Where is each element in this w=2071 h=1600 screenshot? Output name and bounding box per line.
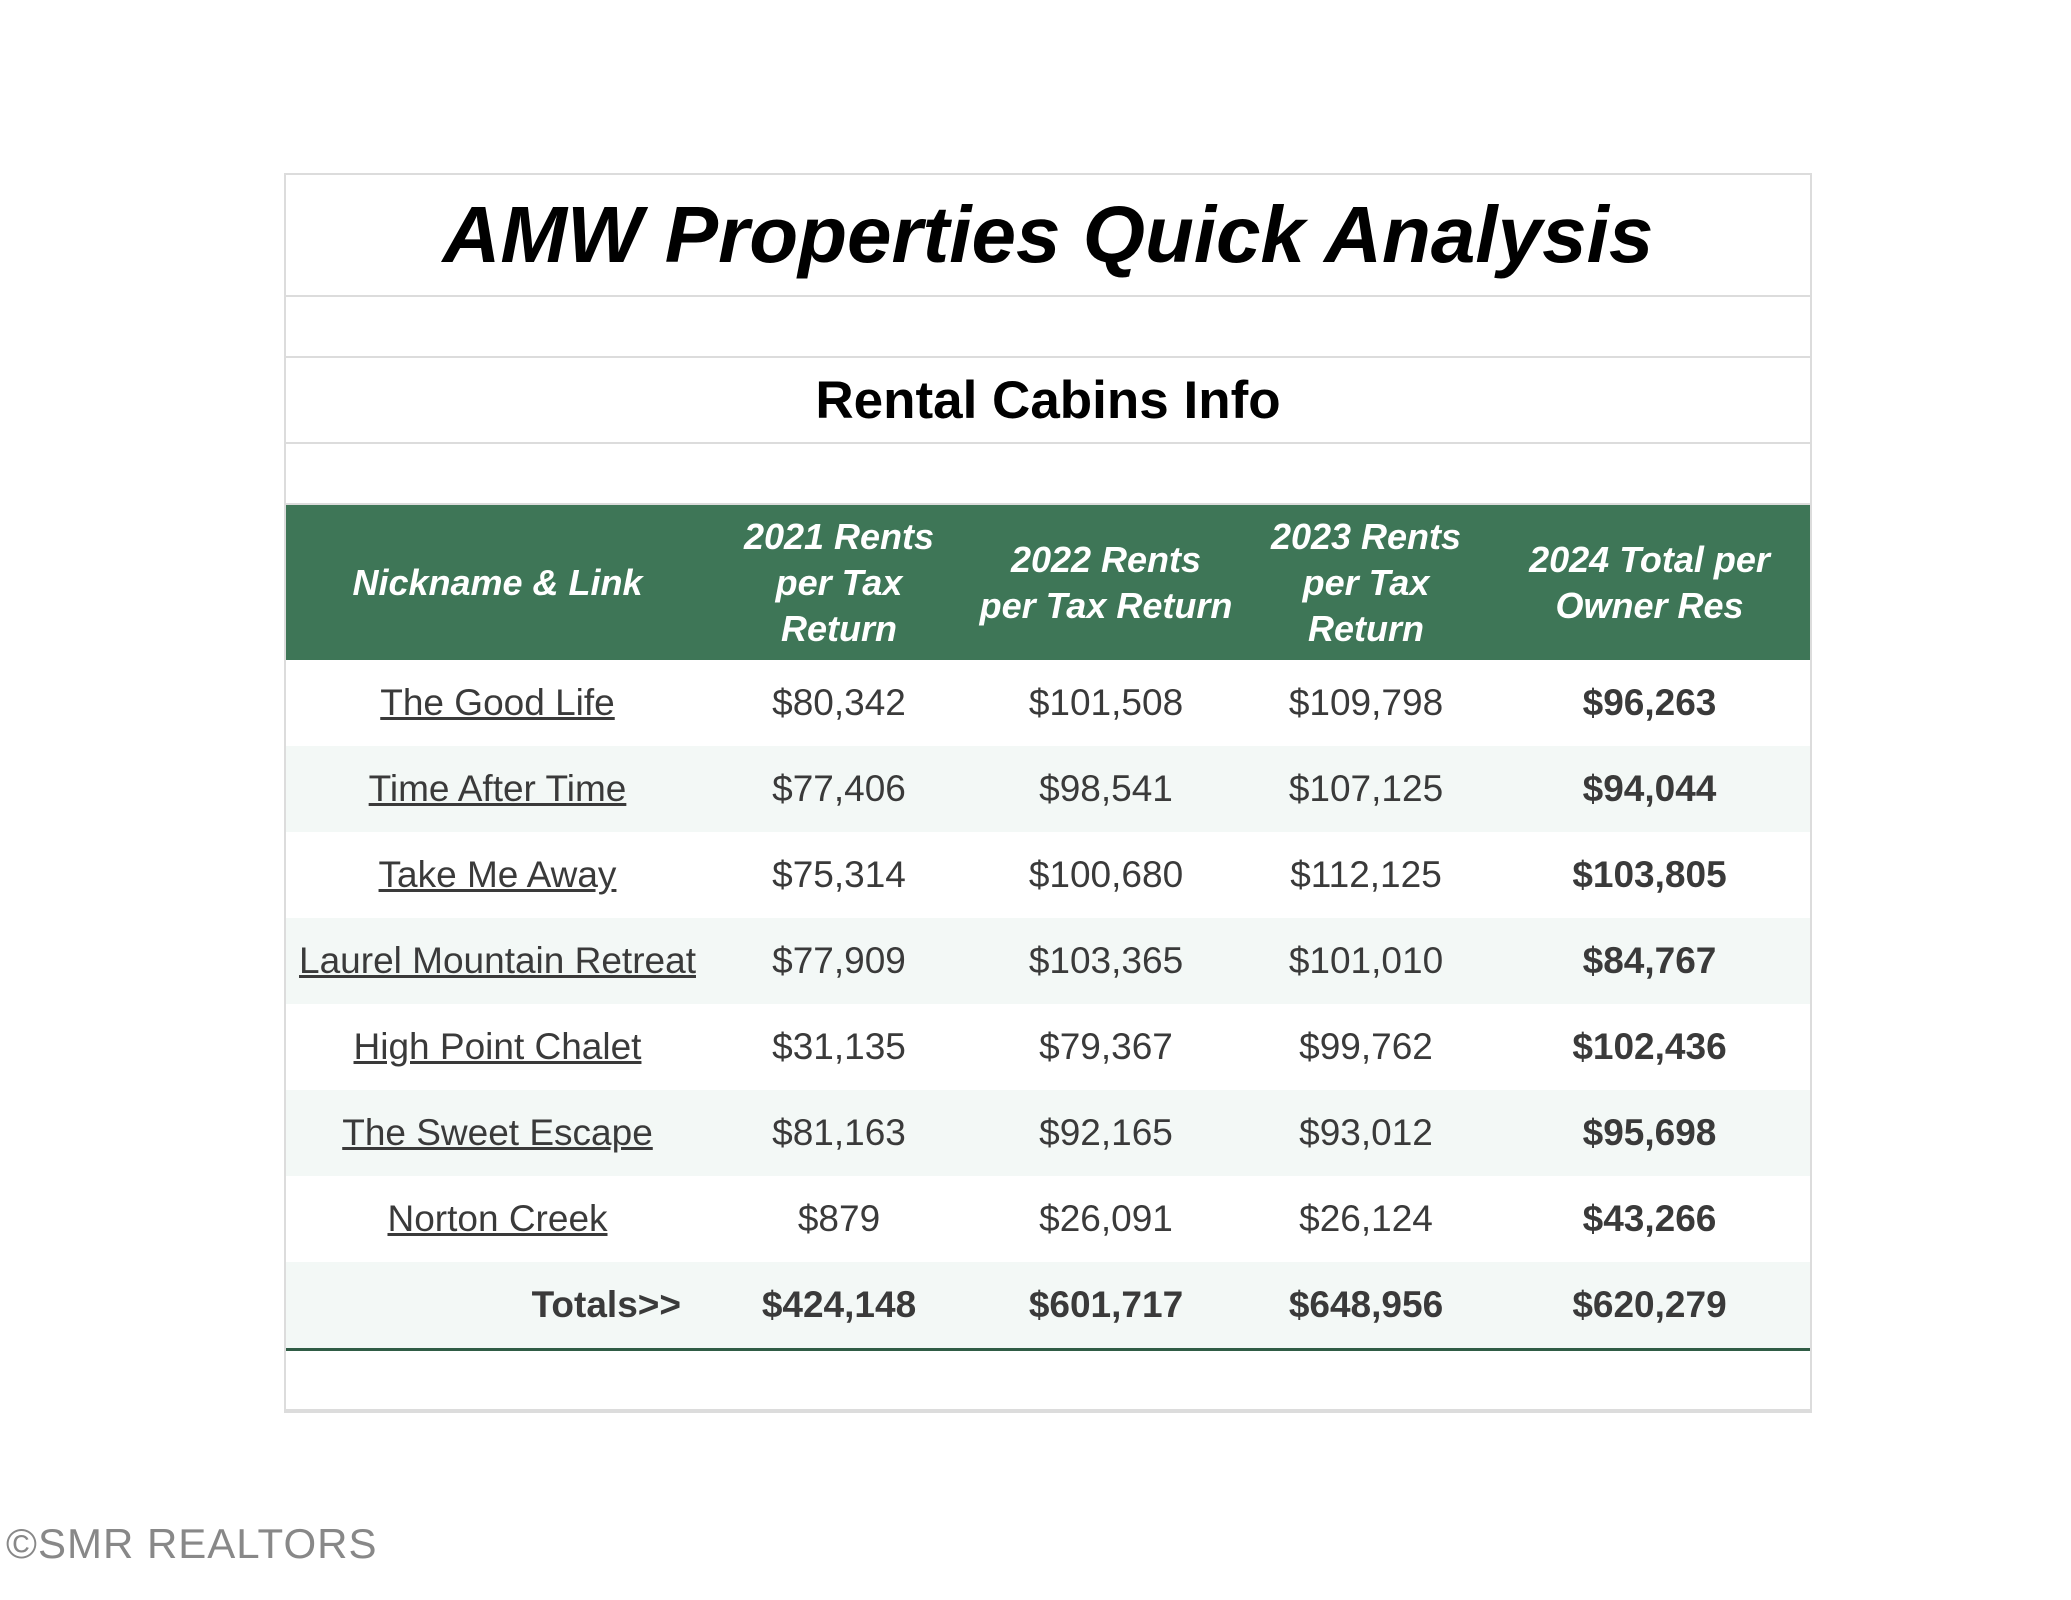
value-cell: $107,125 [1243, 746, 1489, 832]
value-cell: $43,266 [1582, 1198, 1717, 1239]
table-row: The Sweet Escape $81,163 $92,165 $93,012 $95… [286, 1090, 1810, 1176]
table-row: High Point Chalet $31,135 $79,367 $99,762 $1… [286, 1004, 1810, 1090]
value-cell: $80,342 [772, 682, 906, 723]
subtitle: Rental Cabins Info [286, 358, 1810, 444]
value-cell: $26,124 [1299, 1198, 1433, 1239]
watermark: ©SMR REALTORS [6, 1520, 378, 1567]
value-cell: $77,909 [709, 918, 969, 1004]
cabin-link[interactable]: Laurel Mountain Retreat [299, 940, 696, 981]
data-table: Nickname & Link 2021 Rents per Tax Return… [286, 505, 1810, 1351]
value-cell: $93,012 [1243, 1090, 1489, 1176]
cabin-link[interactable]: Take Me Away [378, 854, 617, 895]
column-header: 2021 Rents per Tax Return [709, 505, 969, 660]
value-cell: $31,135 [772, 1026, 906, 1067]
total-cell: $601,717 [969, 1262, 1243, 1351]
column-header: 2023 Rents per Tax Return [1243, 505, 1489, 660]
total-cell: $424,148 [709, 1262, 969, 1351]
value-cell: $95,698 [1489, 1090, 1810, 1176]
value-cell: $112,125 [1290, 854, 1442, 895]
spacer [286, 1351, 1810, 1411]
name-cell: The Good Life [286, 660, 709, 746]
header-row: Nickname & Link 2021 Rents per Tax Return… [286, 505, 1810, 660]
table-row: Take Me Away $75,314 $100,680 $112,125 $103,… [286, 832, 1810, 918]
spacer [286, 297, 1810, 358]
value-cell: $94,044 [1489, 746, 1810, 832]
value-cell: $98,541 [969, 746, 1243, 832]
title: AMW Properties Quick Analysis [286, 175, 1810, 297]
cabin-link[interactable]: The Sweet Escape [342, 1112, 653, 1153]
table-row: The Good Life $80,342 $101,508 $109,798 $96,… [286, 660, 1810, 746]
totals-row: Totals>> $424,148 $601,717 $648,956 $620,279 [286, 1262, 1810, 1351]
name-cell: Take Me Away [286, 832, 709, 918]
table-row: Laurel Mountain Retreat $77,909 $103,365 $1… [286, 918, 1810, 1004]
column-header: 2022 Rents per Tax Return [969, 505, 1243, 660]
name-cell: Norton Creek [286, 1176, 709, 1262]
total-cell: $620,279 [1489, 1262, 1810, 1351]
value-cell: $92,165 [969, 1090, 1243, 1176]
name-cell: The Sweet Escape [286, 1090, 709, 1176]
cabin-link[interactable]: Time After Time [368, 768, 627, 809]
table-row: Time After Time $77,406 $98,541 $107,125 $94… [286, 746, 1810, 832]
value-cell: $96,263 [1582, 682, 1717, 723]
spacer [286, 444, 1810, 505]
column-header: 2024 Total per Owner Res [1489, 505, 1810, 660]
column-header: Nickname & Link [286, 505, 709, 660]
value-cell: $103,805 [1572, 854, 1727, 895]
value-cell: $79,367 [1039, 1026, 1173, 1067]
name-cell: Laurel Mountain Retreat [286, 918, 709, 1004]
value-cell: $101,508 [1028, 682, 1184, 723]
value-cell: $75,314 [772, 854, 906, 895]
name-cell: High Point Chalet [286, 1004, 709, 1090]
value-cell: $84,767 [1489, 918, 1810, 1004]
value-cell: $81,163 [709, 1090, 969, 1176]
table-row: Norton Creek $879 $26,091 $26,124 $43,266 [286, 1176, 1810, 1262]
total-cell: $648,956 [1243, 1262, 1489, 1351]
sheet: AMW Properties Quick Analysis Rental Cab… [284, 173, 1812, 1413]
totals-label: Totals>> [286, 1262, 709, 1351]
value-cell: $109,798 [1288, 682, 1444, 723]
cabin-link[interactable]: The Good Life [380, 682, 615, 723]
table-body: The Good Life $80,342 $101,508 $109,798 $96,… [286, 660, 1810, 1351]
value-cell: $101,010 [1243, 918, 1489, 1004]
value-cell: $77,406 [709, 746, 969, 832]
cabin-link[interactable]: Norton Creek [387, 1198, 608, 1239]
value-cell: $879 [797, 1198, 881, 1239]
value-cell: $99,762 [1299, 1026, 1433, 1067]
value-cell: $102,436 [1572, 1026, 1727, 1067]
cabin-link[interactable]: High Point Chalet [353, 1026, 642, 1067]
value-cell: $100,680 [1028, 854, 1184, 895]
value-cell: $26,091 [1039, 1198, 1173, 1239]
name-cell: Time After Time [286, 746, 709, 832]
value-cell: $103,365 [969, 918, 1243, 1004]
